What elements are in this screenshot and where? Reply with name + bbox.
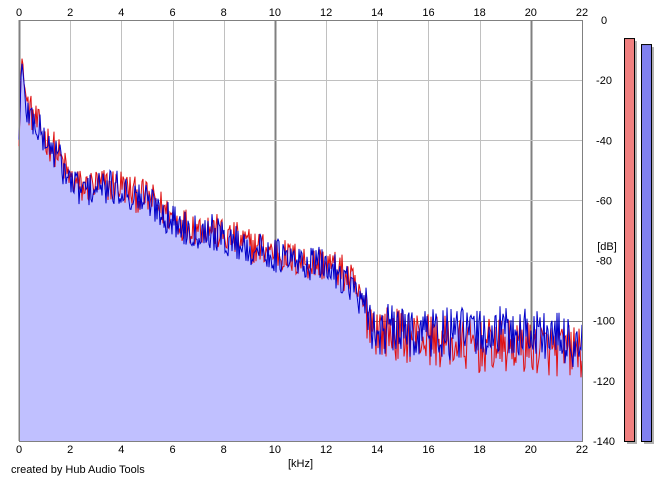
x-tick-label-top-11: 22 [576, 7, 588, 19]
y-axis-tick-labels: 0 -20 -40 -60 -80 -100 -120 -140 [593, 15, 615, 448]
x-tick-label-top-9: 18 [474, 7, 486, 19]
y-tick-label-6: -120 [593, 376, 615, 388]
x-tick-label-top-8: 16 [422, 7, 434, 19]
spectrum-fill-area [19, 58, 582, 441]
y-tick-label-1: -20 [596, 75, 612, 87]
x-axis-label: [kHz] [288, 458, 313, 470]
series-right-channel-line [18, 63, 583, 368]
x-axis-bottom-tick-labels: 0 2 4 6 8 10 12 14 16 18 20 22 [16, 444, 588, 456]
x-axis-top-tick-labels: 0 2 4 6 8 10 12 14 16 18 20 22 [16, 7, 588, 19]
x-tick-label-bottom-1: 2 [67, 444, 73, 456]
credit-text: created by Hub Audio Tools [11, 464, 145, 476]
x-tick-label-top-2: 4 [118, 7, 124, 19]
y-tick-label-3: -60 [596, 195, 612, 207]
series-left-channel-line [18, 58, 583, 378]
plot-frame [19, 20, 583, 442]
x-tick-label-bottom-5: 10 [269, 444, 281, 456]
x-tick-label-bottom-9: 18 [474, 444, 486, 456]
x-tick-label-bottom-7: 14 [371, 444, 383, 456]
y-tick-label-2: -40 [596, 135, 612, 147]
x-tick-label-top-10: 20 [525, 7, 537, 19]
x-tick-label-top-1: 2 [67, 7, 73, 19]
y-tick-label-5: -100 [593, 316, 615, 328]
x-tick-label-top-0: 0 [16, 7, 22, 19]
x-tick-label-top-6: 12 [320, 7, 332, 19]
x-tick-label-bottom-0: 0 [16, 444, 22, 456]
x-tick-label-bottom-3: 6 [169, 444, 175, 456]
x-tick-label-bottom-8: 16 [422, 444, 434, 456]
y-tick-label-4: -80 [596, 256, 612, 268]
y-tick-label-0: 0 [601, 15, 607, 27]
y-axis-label: [dB] [597, 241, 617, 253]
x-tick-label-top-7: 14 [371, 7, 383, 19]
level-meter-left [624, 38, 635, 443]
y-tick-label-7: -140 [593, 436, 615, 448]
x-tick-label-bottom-11: 22 [576, 444, 588, 456]
level-meters [624, 38, 654, 445]
x-tick-label-bottom-6: 12 [320, 444, 332, 456]
x-tick-label-bottom-2: 4 [118, 444, 124, 456]
x-tick-label-top-3: 6 [169, 7, 175, 19]
x-tick-label-top-4: 8 [221, 7, 227, 19]
level-meter-right [641, 44, 652, 443]
x-tick-label-bottom-4: 8 [221, 444, 227, 456]
x-tick-label-bottom-10: 20 [525, 444, 537, 456]
x-tick-label-top-5: 10 [269, 7, 281, 19]
